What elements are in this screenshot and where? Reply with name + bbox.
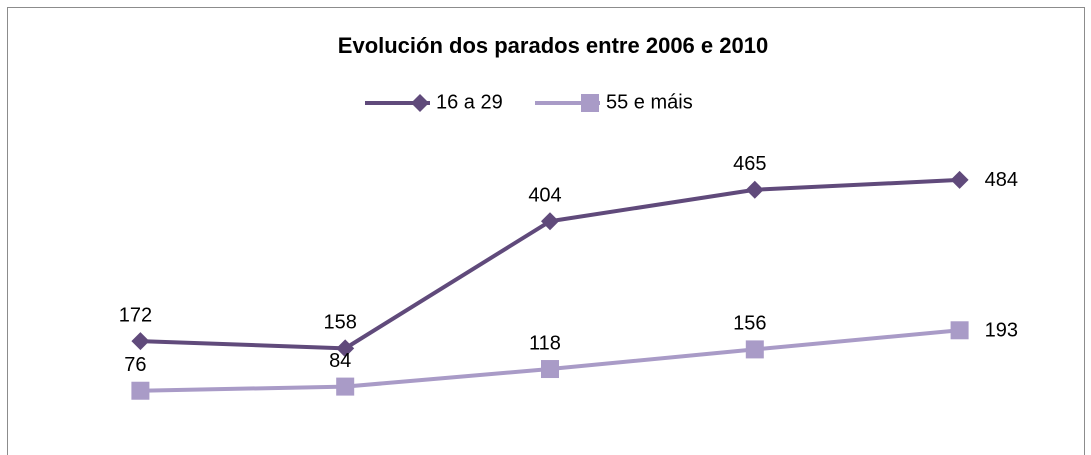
data-point — [336, 339, 355, 358]
legend-label: 55 e máis — [606, 91, 693, 113]
data-label: 465 — [733, 153, 766, 175]
data-point — [336, 377, 355, 396]
chart-frame — [7, 7, 1085, 455]
data-point — [745, 340, 764, 359]
legend-label: 16 a 29 — [436, 91, 503, 113]
data-label: 84 — [329, 350, 351, 372]
data-label: 404 — [528, 185, 561, 207]
data-label: 193 — [985, 320, 1018, 342]
data-point — [541, 212, 559, 231]
data-label: 172 — [119, 304, 152, 326]
data-point — [950, 321, 969, 340]
data-point — [541, 360, 559, 379]
data-label: 156 — [733, 313, 766, 335]
data-label: 118 — [529, 332, 561, 354]
data-label: 484 — [985, 169, 1018, 191]
data-label: 158 — [324, 312, 357, 334]
data-point — [131, 332, 150, 351]
legend-marker — [581, 94, 599, 112]
data-point — [745, 180, 764, 199]
legend-marker — [411, 94, 429, 112]
data-point — [950, 170, 969, 189]
chart-title: Evolución dos parados entre 2006 e 2010 — [338, 33, 768, 58]
data-label: 76 — [124, 354, 146, 376]
data-point — [131, 381, 150, 400]
